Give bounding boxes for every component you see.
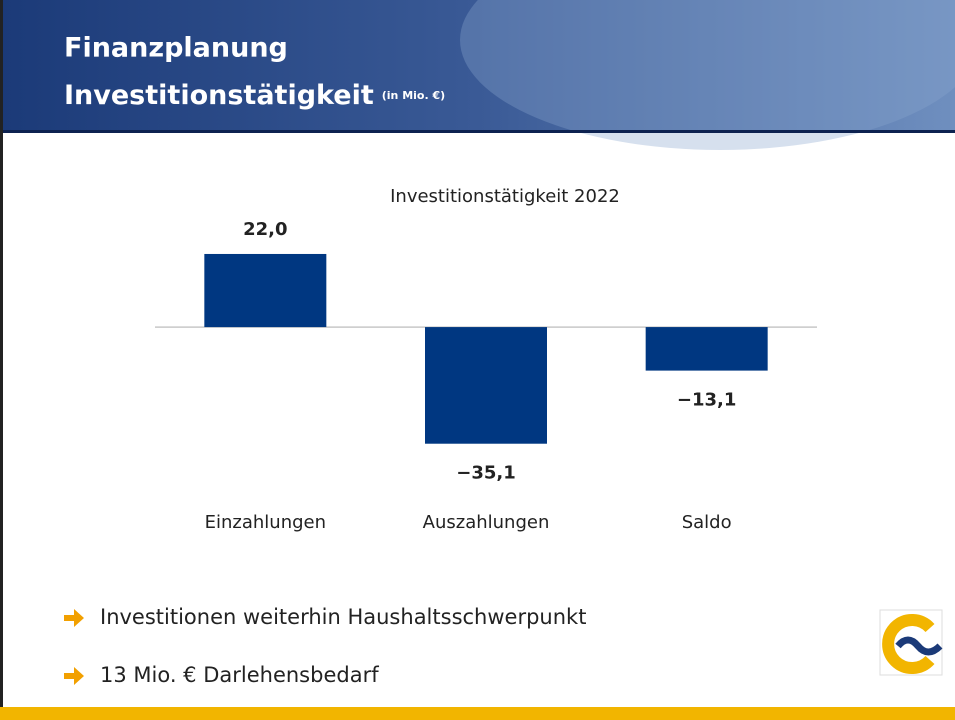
header-unit: (in Mio. €) xyxy=(382,89,445,102)
bullet-text: Investitionen weiterhin Haushaltsschwerp… xyxy=(100,605,586,629)
header-subtitle-text: Investitionstätigkeit xyxy=(64,80,374,111)
logo-arc xyxy=(882,614,935,674)
bullet-arrow xyxy=(64,667,84,685)
bullet-text: 13 Mio. € Darlehensbedarf xyxy=(100,663,379,687)
bar xyxy=(425,327,547,444)
bar xyxy=(204,253,327,328)
bar xyxy=(645,327,768,371)
bullets: Investitionen weiterhin Haushaltsschwerp… xyxy=(64,605,586,687)
left-border xyxy=(0,0,3,720)
x-tick-label: Auszahlungen xyxy=(423,512,550,533)
logo xyxy=(879,609,943,676)
footer-band xyxy=(0,707,955,720)
header-band xyxy=(0,0,955,132)
header-subtitle: Investitionstätigkeit (in Mio. €) xyxy=(64,80,445,111)
chart-title: Investitionstätigkeit 2022 xyxy=(390,186,620,207)
logo-wave xyxy=(895,636,943,656)
x-tick-label: Einzahlungen xyxy=(205,512,326,533)
header-rule xyxy=(0,130,955,133)
value-label: −35,1 xyxy=(456,463,516,484)
header-globe xyxy=(460,0,955,150)
x-tick-label: Saldo xyxy=(682,512,732,533)
header-title: Finanzplanung xyxy=(64,33,288,64)
value-label: 22,0 xyxy=(243,219,287,240)
value-label: −13,1 xyxy=(677,390,737,411)
bullet-arrow xyxy=(64,609,84,627)
